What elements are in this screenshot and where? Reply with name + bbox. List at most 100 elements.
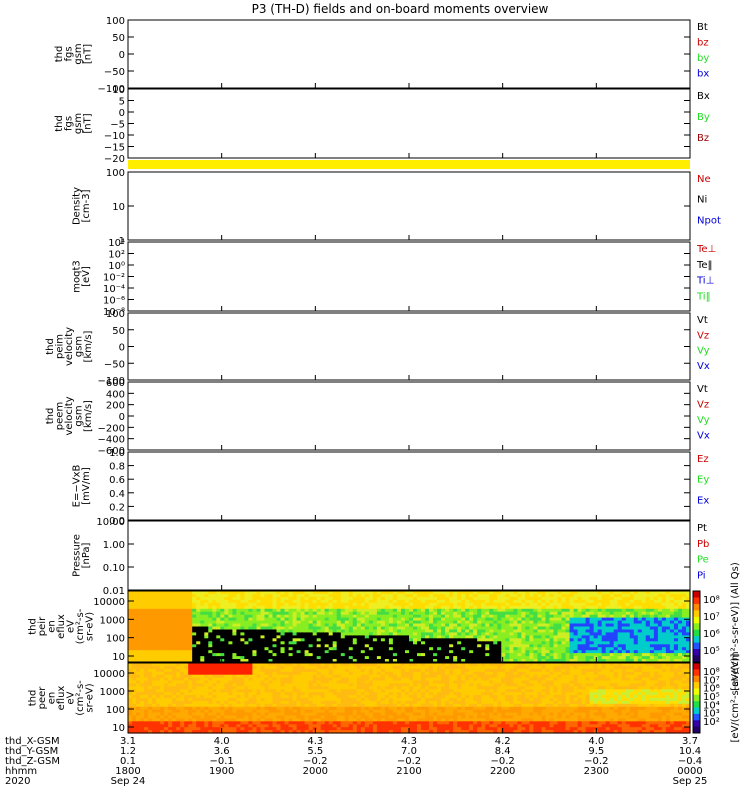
y-label-line: en [47,692,58,705]
legend-Vy: Vy [697,346,710,357]
colorbar-tick: 10⁴ [703,700,720,711]
x-tick-label: 0000 [677,766,702,777]
x-tick-label: 9.5 [588,746,604,757]
panel-frame [127,241,691,312]
x-tick-label: −0.2 [303,756,327,767]
y-label-line: E=−VxB [71,465,82,508]
y-label-line: [km/s] [83,330,94,362]
legend-Te‖: Te‖ [696,260,713,271]
spectrogram-9 [128,591,691,663]
legend-Ex: Ex [697,495,709,506]
x-tick-label: 4.0 [214,736,230,747]
y-label-line: (cm²-s- [75,608,86,644]
y-tick-label: 0.10 [103,563,125,574]
colorbar-label: [eV/(cm²-s-sr-eV)] (All Qs) [730,562,741,691]
panel-3: 100 10 1 Density[cm-3] Ne Ni Npot [71,168,721,247]
x-tick-label: Sep 24 [111,776,146,787]
y-label-line: [mV/m] [81,467,92,505]
y-label-line: thd [54,115,65,132]
x-tick-label: 7.0 [401,746,417,757]
panel-frame [127,381,691,451]
y-label-line: peem [55,402,66,430]
y-tick-label: 0 [119,50,125,61]
y-tick-label: −100 [98,376,125,387]
legend-Vx: Vx [697,431,710,442]
y-tick-label: 10 [112,202,125,213]
y-tick-label: −15 [104,143,125,154]
x-tick-label: −0.2 [584,756,608,767]
colorbar-tick: 10⁷ [703,675,720,686]
y-label-line: eflux [56,686,67,711]
plot-title: P3 (TH-D) fields and on-board moments ov… [252,2,549,16]
legend-Te⊥: Te⊥ [696,244,716,255]
colorbar-tick: 10⁵ [703,646,720,657]
x-tick-label: 10.4 [679,746,701,757]
y-label-line: en [47,620,58,633]
y-label-line: gsm [73,43,84,64]
y-label-line: thd [45,338,56,355]
legend-Pb: Pb [697,539,709,550]
legend-Ne: Ne [697,174,711,185]
y-tick-label: 1 [119,236,125,247]
x-tick-label: 4.3 [307,736,323,747]
x-tick-label: −0.2 [491,756,515,767]
y-tick-label: 100 [106,16,125,27]
y-tick-label: 600 [106,378,125,389]
x-tick-label: 5.5 [307,746,323,757]
y-tick-label: −400 [98,435,125,446]
y-tick-label: 0.4 [109,489,125,500]
y-tick-label: 10000 [93,597,125,608]
panel-frame [127,88,691,159]
x-tick-label: 8.4 [495,746,511,757]
x-tick-label: 1.2 [120,746,136,757]
y-tick-label: 10⁴ [108,238,125,249]
y-tick-label: 0.0 [109,516,125,527]
y-axis-label: Density[cm-3] [71,187,92,225]
legend-Ti‖: Ti‖ [696,291,711,302]
x-axis-labels: thd_X-GSMthd_Y-GSMthd_Z-GSMhhmm20203.11.… [5,83,707,787]
x-row-label: thd_X-GSM [5,736,60,747]
y-axis-label: Pressure[nPa] [71,534,92,577]
y-tick-label: −50 [104,359,125,370]
y-label-line: gsm [74,405,85,426]
legend-Bx: Bx [697,91,710,102]
y-tick-label: 0 [119,108,125,119]
legend-Bz: Bz [697,133,709,144]
y-label-line: [nT] [82,44,93,64]
y-label-line: peer [37,686,48,710]
y-label-line: thd [54,46,65,63]
y-tick-label: 0 [119,343,125,354]
y-tick-label: 0 [119,412,125,423]
x-row-label: thd_Z-GSM [5,756,60,767]
y-label-line: velocity [64,327,75,366]
x-tick-label: 3.7 [682,736,698,747]
y-tick-label: 200 [106,401,125,412]
colorbar-tick: 10³ [703,709,720,720]
x-tick-label: −0.1 [210,756,234,767]
y-tick-label: −20 [104,154,125,165]
y-tick-label: −50 [104,67,125,78]
legend-bz: bz [697,38,709,49]
panel-frame [127,312,691,381]
y-tick-label: 10² [108,250,125,261]
panel-frame [127,19,691,89]
y-tick-label: 0.01 [103,586,125,597]
x-tick-label: −0.4 [678,756,702,767]
y-tick-label: 50 [112,33,125,44]
legend-Ez: Ez [697,454,709,465]
quality-flag-bar [128,160,690,169]
y-tick-label: −100 [98,84,125,95]
y-tick-label: 100 [106,634,125,645]
y-label-line: thd [45,408,56,425]
x-row-label: hhmm [5,766,37,777]
y-label-line: Pressure [71,534,82,577]
y-tick-label: 0.2 [109,502,125,513]
y-axis-label: E=−VxB[mV/m] [71,465,92,508]
legend-Pi: Pi [697,570,706,581]
x-tick-label: 2100 [396,766,421,777]
legend-Ni: Ni [697,195,707,206]
